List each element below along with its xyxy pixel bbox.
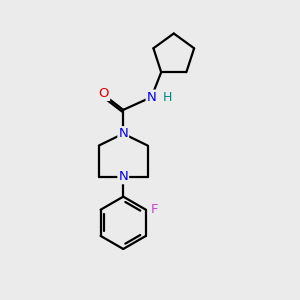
Text: N: N [118,127,128,140]
Text: N: N [147,91,156,103]
Text: N: N [118,170,128,183]
Text: O: O [99,87,109,100]
Text: H: H [163,91,172,104]
Text: F: F [151,203,158,216]
